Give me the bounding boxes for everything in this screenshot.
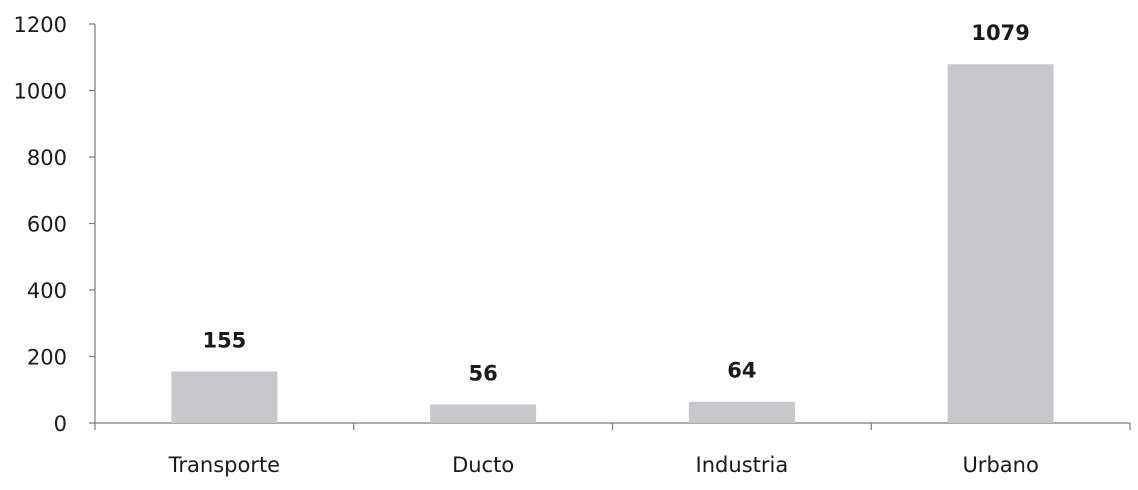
x-axis: Transporte Ducto Industria Urbano — [94, 422, 1131, 477]
data-label: 64 — [727, 359, 756, 383]
y-tick-label: 0 — [54, 412, 67, 436]
x-tick-label: Transporte — [168, 453, 280, 477]
data-label: 155 — [202, 328, 246, 352]
x-tick-label: Ducto — [452, 453, 514, 477]
data-label: 56 — [469, 361, 498, 385]
bar-ducto — [430, 404, 537, 423]
y-tick-label: 400 — [27, 279, 67, 303]
x-tick-label: Industria — [696, 453, 789, 477]
bar-industria — [688, 401, 795, 423]
y-tick-label: 800 — [27, 146, 67, 170]
bar-urbano — [947, 64, 1054, 424]
y-tick-label: 1000 — [14, 80, 67, 104]
y-tick-label: 600 — [27, 213, 67, 237]
data-label: 1079 — [971, 21, 1029, 45]
y-tick-label: 200 — [27, 346, 67, 370]
bar-transporte — [171, 371, 278, 423]
y-tick-label: 1200 — [14, 13, 67, 37]
y-axis: 0 200 400 600 800 1000 1200 — [14, 13, 96, 436]
data-labels: 155 56 64 1079 — [202, 21, 1029, 385]
x-tick-label: Urbano — [962, 453, 1038, 477]
bar-series — [171, 64, 1054, 424]
